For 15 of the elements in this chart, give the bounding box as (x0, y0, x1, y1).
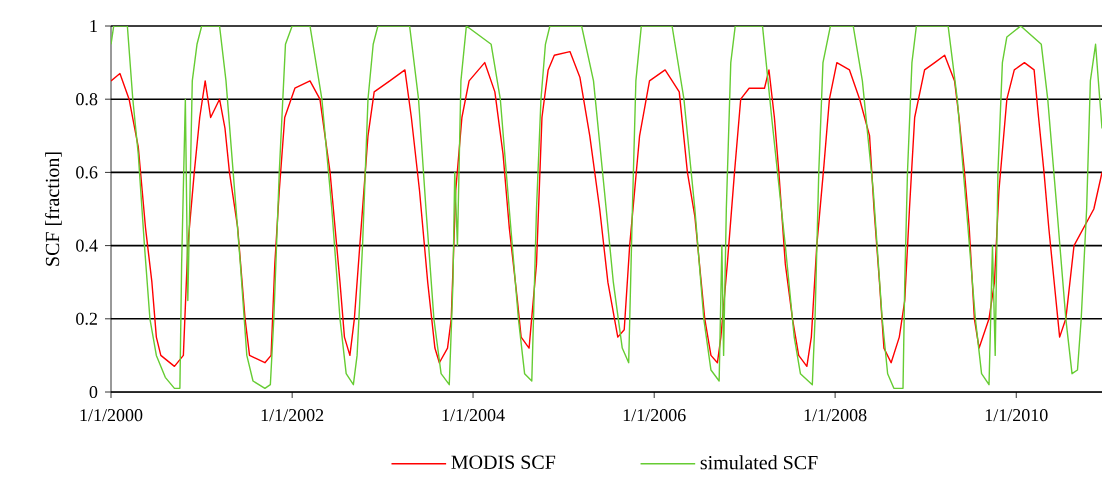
legend-label: MODIS SCF (451, 455, 556, 470)
x-tick-label: 1/1/2000 (80, 409, 143, 422)
y-tick-label: 1 (90, 20, 97, 32)
legend-label: simulated SCF (700, 455, 818, 470)
y-tick-label: 0.4 (76, 239, 98, 252)
x-tick-label: 1/1/2002 (261, 409, 324, 422)
y-axis-title: SCF [fraction] (44, 152, 62, 266)
y-tick-label: 0.8 (76, 93, 98, 106)
x-tick-label: 1/1/2010 (985, 409, 1048, 422)
x-tick-label: 1/1/2004 (442, 409, 505, 422)
y-tick-label: 0.6 (76, 166, 98, 179)
x-tick-label: 1/1/2006 (623, 409, 686, 422)
y-tick-label: 0 (89, 385, 98, 399)
y-tick-label: 0.2 (76, 312, 97, 325)
x-tick-label: 1/1/2008 (804, 409, 867, 422)
